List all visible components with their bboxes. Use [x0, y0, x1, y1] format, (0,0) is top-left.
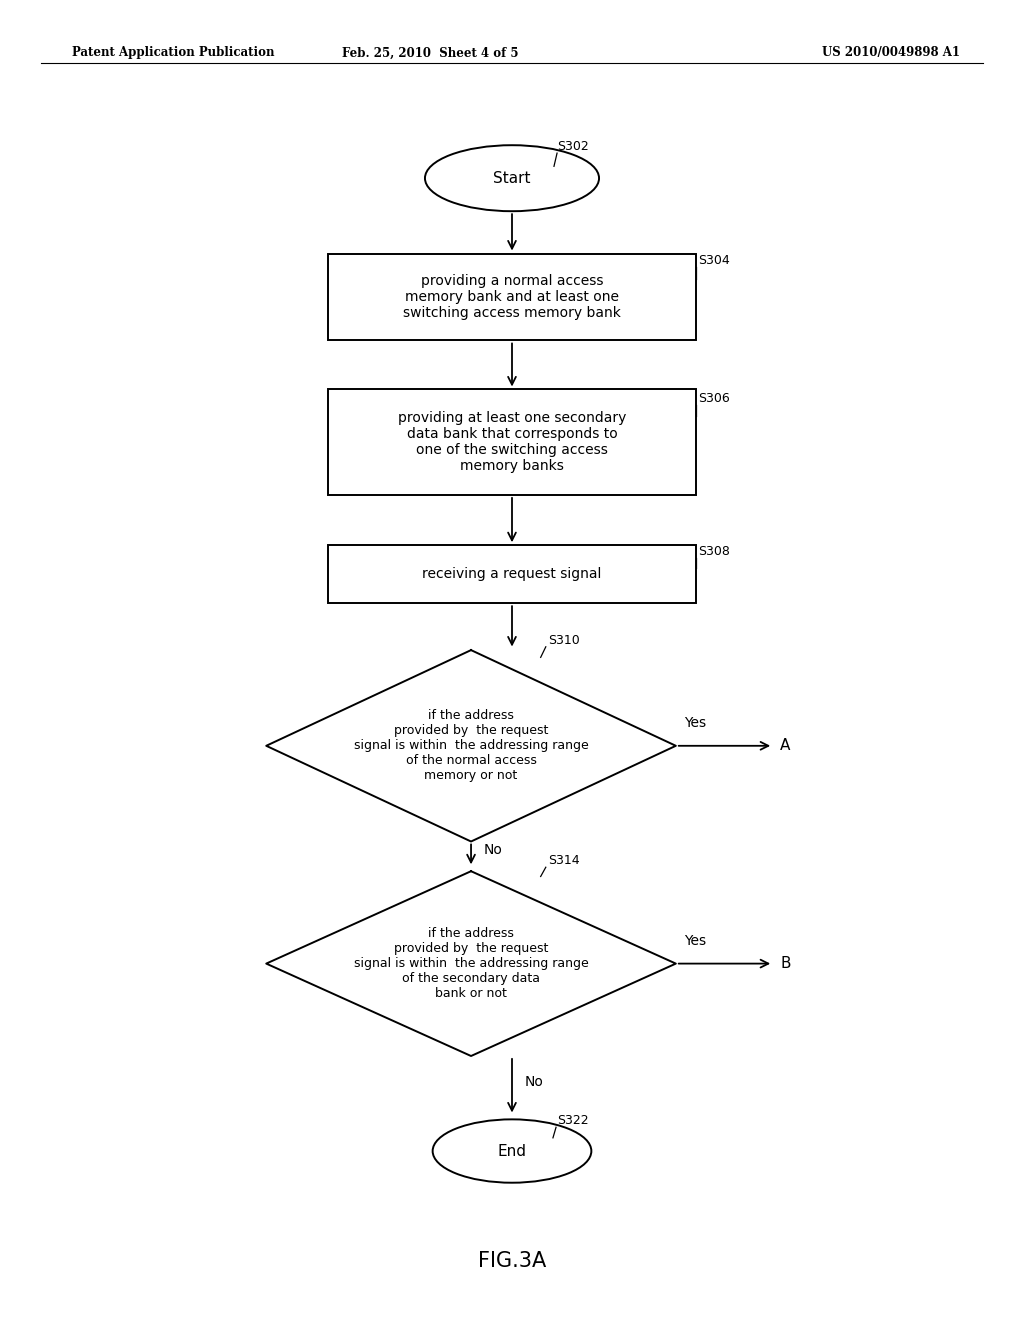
Text: No: No	[524, 1076, 543, 1089]
Text: if the address
provided by  the request
signal is within  the addressing range
o: if the address provided by the request s…	[353, 709, 589, 783]
Bar	[328, 253, 696, 339]
Text: S302: S302	[557, 140, 589, 153]
Text: FIG.3A: FIG.3A	[478, 1250, 546, 1271]
Text: Feb. 25, 2010  Sheet 4 of 5: Feb. 25, 2010 Sheet 4 of 5	[342, 46, 518, 59]
Text: receiving a request signal: receiving a request signal	[422, 568, 602, 581]
Text: End: End	[498, 1143, 526, 1159]
Text: No: No	[483, 842, 502, 857]
Text: S314: S314	[548, 854, 580, 867]
Bar	[328, 545, 696, 603]
Text: B: B	[780, 956, 791, 972]
Bar	[328, 389, 696, 495]
Text: US 2010/0049898 A1: US 2010/0049898 A1	[822, 46, 959, 59]
Text: S308: S308	[698, 545, 730, 558]
Text: S310: S310	[548, 634, 580, 647]
Text: providing at least one secondary
data bank that corresponds to
one of the switch: providing at least one secondary data ba…	[397, 411, 627, 474]
Text: Start: Start	[494, 170, 530, 186]
Text: A: A	[780, 738, 791, 754]
Text: Yes: Yes	[684, 715, 707, 730]
Text: Patent Application Publication: Patent Application Publication	[72, 46, 274, 59]
Text: S304: S304	[698, 253, 730, 267]
Text: if the address
provided by  the request
signal is within  the addressing range
o: if the address provided by the request s…	[353, 927, 589, 1001]
Text: Yes: Yes	[684, 933, 707, 948]
Text: S306: S306	[698, 392, 730, 405]
Text: providing a normal access
memory bank and at least one
switching access memory b: providing a normal access memory bank an…	[403, 273, 621, 321]
Text: S322: S322	[557, 1114, 589, 1127]
